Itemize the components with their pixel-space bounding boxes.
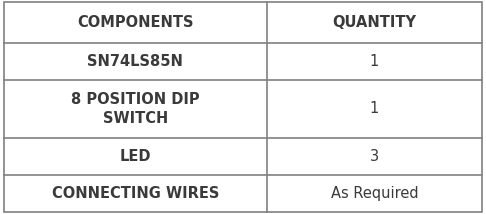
Text: SN74LS85N: SN74LS85N xyxy=(87,54,183,69)
Text: QUANTITY: QUANTITY xyxy=(332,15,417,30)
Text: 1: 1 xyxy=(370,101,379,116)
Text: 3: 3 xyxy=(370,149,379,164)
Text: 8 POSITION DIP
SWITCH: 8 POSITION DIP SWITCH xyxy=(71,92,200,126)
Text: As Required: As Required xyxy=(330,186,418,201)
Text: CONNECTING WIRES: CONNECTING WIRES xyxy=(52,186,219,201)
Text: 1: 1 xyxy=(370,54,379,69)
Text: LED: LED xyxy=(120,149,151,164)
Text: COMPONENTS: COMPONENTS xyxy=(77,15,193,30)
